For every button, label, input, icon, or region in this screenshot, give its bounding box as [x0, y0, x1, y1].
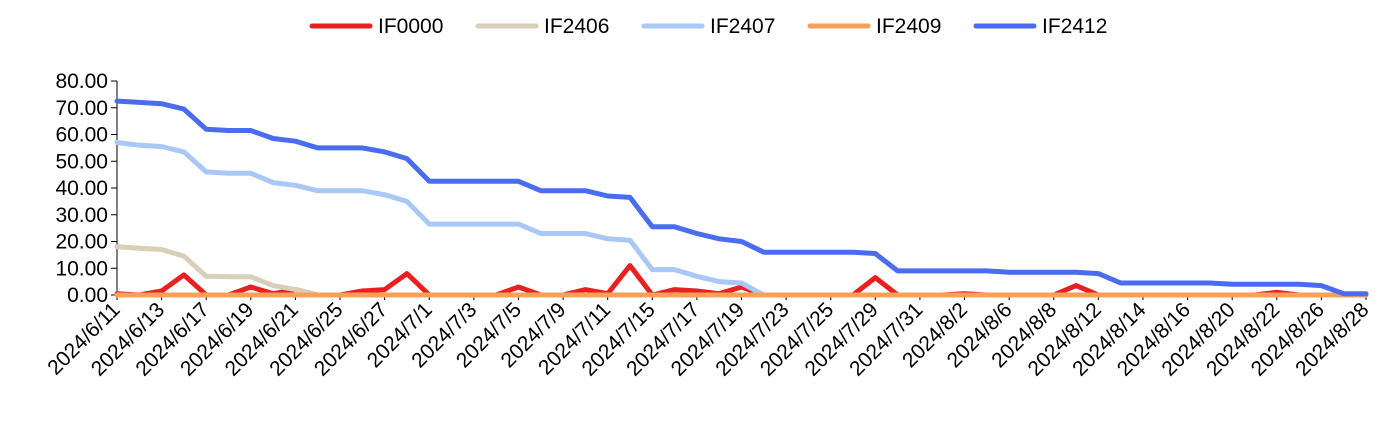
series-layer	[114, 98, 1369, 298]
legend-label: IF0000	[378, 15, 443, 38]
y-tick-label: 60.00	[55, 124, 108, 147]
y-axis: 0.00 10.00 20.00 30.00 40.00 50.00 60.00 70.00 8…	[55, 70, 118, 307]
series-line-if2412	[114, 98, 1369, 297]
y-tick-label: 40.00	[55, 177, 108, 200]
y-tick-label: 0.00	[67, 284, 108, 307]
series-line-if2407	[114, 140, 1369, 298]
legend-item-if0000: IF0000	[309, 15, 443, 38]
legend-label: IF2407	[710, 15, 775, 38]
y-tick-label: 80.00	[55, 70, 108, 93]
legend: IF0000 IF2406 IF2407 IF2409 IF2412	[309, 15, 1107, 38]
y-tick-label: 50.00	[55, 150, 108, 173]
legend-label: IF2406	[544, 15, 609, 38]
y-tick-label: 20.00	[55, 231, 108, 254]
legend-label: IF2409	[876, 15, 941, 38]
y-tick-label: 70.00	[55, 97, 108, 120]
legend-item-if2406: IF2406	[475, 15, 609, 38]
y-tick-label: 10.00	[55, 257, 108, 280]
y-tick-label: 30.00	[55, 204, 108, 227]
legend-item-if2407: IF2407	[641, 15, 775, 38]
legend-item-if2412: IF2412	[973, 15, 1107, 38]
legend-label: IF2412	[1042, 15, 1107, 38]
legend-item-if2409: IF2409	[807, 15, 941, 38]
x-axis: 2024/6/112024/6/132024/6/172024/6/192024…	[43, 294, 1374, 381]
